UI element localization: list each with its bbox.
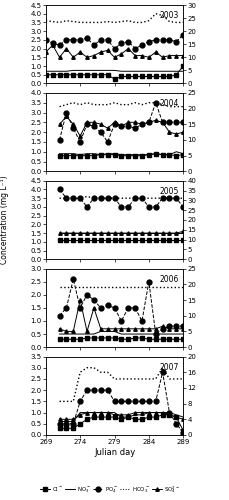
Text: 2004: 2004 [160, 99, 179, 108]
Text: 2003: 2003 [160, 12, 179, 20]
Legend: Cl$^-$, NO$_3^-$, PO$_4^-$, HCO$_3^-$, SO$_4^{2-}$: Cl$^-$, NO$_3^-$, PO$_4^-$, HCO$_3^-$, S… [38, 482, 182, 497]
Text: 2007: 2007 [160, 363, 179, 372]
Text: 2006: 2006 [160, 275, 179, 284]
X-axis label: Julian day: Julian day [94, 448, 135, 457]
Text: 2005: 2005 [160, 187, 179, 196]
Text: Concentration (mg L⁻¹): Concentration (mg L⁻¹) [0, 176, 9, 264]
